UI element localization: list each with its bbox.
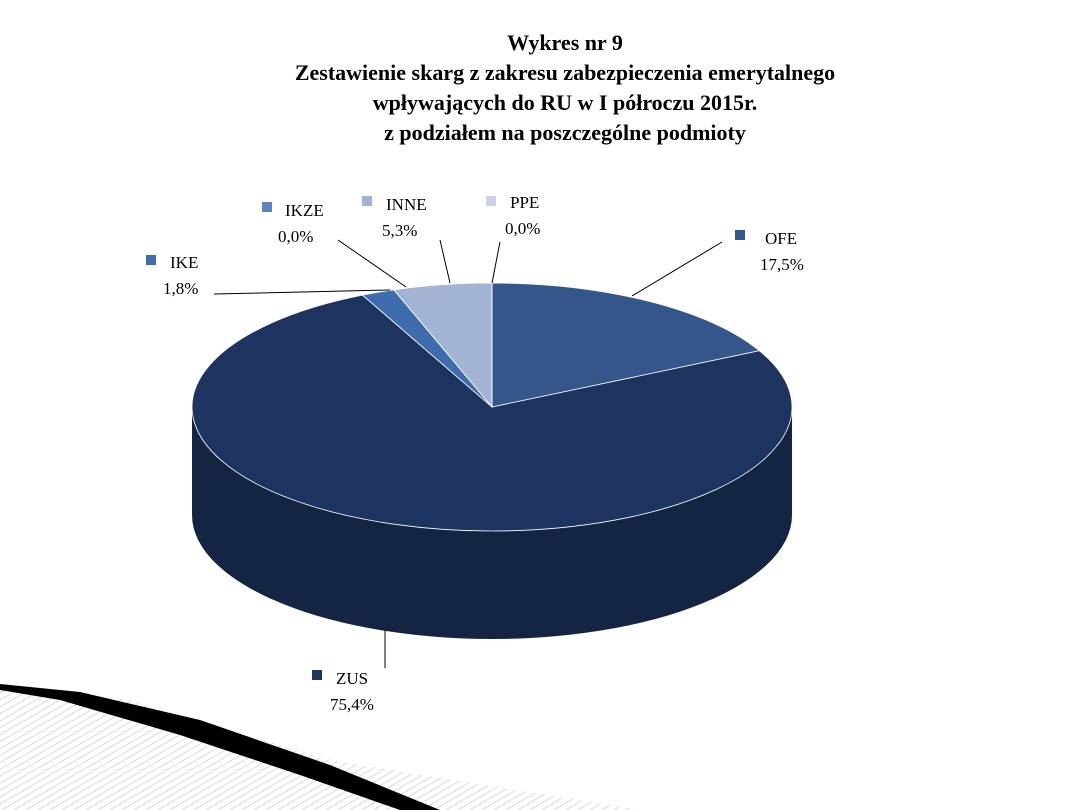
slice-label: IKE	[170, 253, 198, 272]
legend-marker	[486, 196, 496, 206]
value-label: 0,0%	[278, 227, 313, 246]
legend-marker	[262, 202, 272, 212]
legend-marker	[312, 670, 322, 680]
slice	[491, 282, 761, 408]
slice-label: OFE	[765, 229, 797, 248]
chart-subtitle: wpływających do RU w I półroczu 2015r.	[373, 90, 757, 115]
legend-marker	[362, 196, 372, 206]
value-label: 0,0%	[505, 219, 540, 238]
chart-subtitle: z podziałem na poszczególne podmioty	[384, 120, 746, 145]
leader-line	[491, 241, 501, 284]
leader-line	[631, 241, 723, 297]
labels: OFE 17,5% ZUS 75,4% IKE 1,8% IKZE 0,0% INNE 5,3% P…	[146, 193, 804, 714]
slice-label: INNE	[386, 195, 427, 214]
legend-marker	[735, 230, 745, 240]
leader-line	[337, 239, 407, 288]
chart-title: Wykres nr 9	[507, 30, 623, 55]
chart-subtitle: Zestawienie skarg z zakresu zabezpieczen…	[295, 60, 835, 85]
value-label: 1,8%	[163, 279, 198, 298]
slice-side	[192, 407, 792, 639]
pie	[191, 282, 793, 639]
value-label: 17,5%	[760, 255, 804, 274]
legend-marker	[146, 255, 156, 265]
leader-line	[213, 289, 391, 295]
value-label: 5,3%	[382, 221, 417, 240]
leader-line	[439, 239, 451, 284]
decor-swoosh	[0, 684, 440, 810]
slice-label: PPE	[510, 193, 539, 212]
slice-label: ZUS	[336, 669, 368, 688]
value-label: 75,4%	[330, 695, 374, 714]
slice	[191, 294, 793, 532]
slice-label: IKZE	[285, 201, 324, 220]
